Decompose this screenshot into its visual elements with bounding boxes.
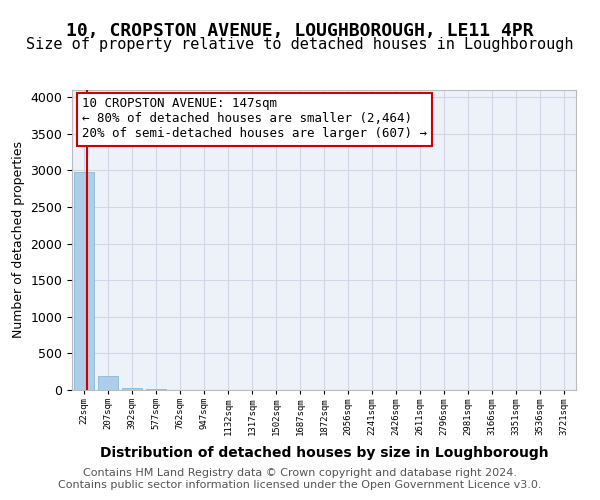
Bar [74,172,94,390]
Text: 10 CROPSTON AVENUE: 147sqm
← 80% of detached houses are smaller (2,464)
20% of s: 10 CROPSTON AVENUE: 147sqm ← 80% of deta… [82,98,427,140]
Bar [98,376,118,390]
Text: 10, CROPSTON AVENUE, LOUGHBOROUGH, LE11 4PR: 10, CROPSTON AVENUE, LOUGHBOROUGH, LE11 … [66,22,534,40]
Y-axis label: Number of detached properties: Number of detached properties [12,142,25,338]
X-axis label: Distribution of detached houses by size in Loughborough: Distribution of detached houses by size … [100,446,548,460]
Text: Size of property relative to detached houses in Loughborough: Size of property relative to detached ho… [26,38,574,52]
Text: Contains HM Land Registry data © Crown copyright and database right 2024.
Contai: Contains HM Land Registry data © Crown c… [58,468,542,490]
Bar [122,388,142,390]
